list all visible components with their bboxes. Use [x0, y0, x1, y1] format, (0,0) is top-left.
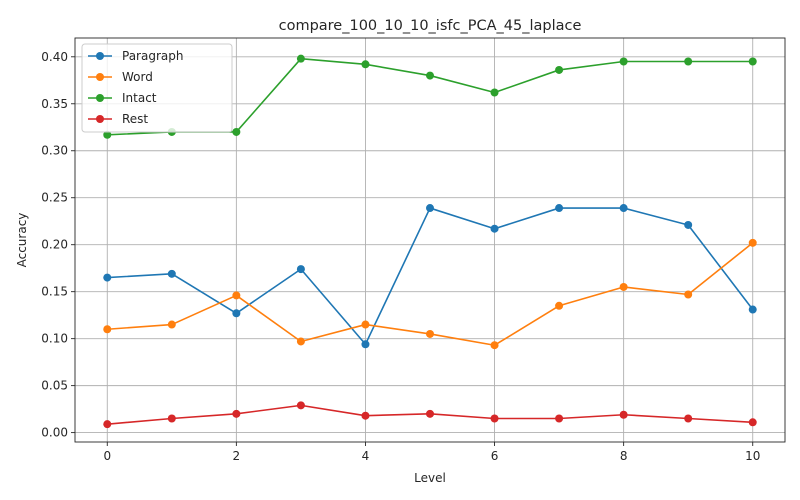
data-point-paragraph: [167, 269, 176, 278]
y-tick-label: 0.00: [41, 426, 68, 440]
chart-title: compare_100_10_10_isfc_PCA_45_laplace: [279, 18, 582, 34]
legend-marker-word: [96, 73, 104, 81]
data-point-intact: [555, 65, 564, 74]
data-point-intact: [296, 54, 305, 63]
legend-label-intact: Intact: [122, 91, 157, 105]
data-point-intact: [748, 57, 757, 66]
y-tick-label: 0.25: [41, 191, 68, 205]
data-point-intact: [490, 88, 499, 97]
axis-ticks: 0 2 4 6 8 10 0.00 0.05 0.10 0.15 0.20 0.25 0.30 0.35 0…: [41, 50, 760, 463]
data-point-paragraph: [684, 220, 693, 229]
x-axis-label: Level: [414, 471, 446, 485]
data-point-word: [684, 290, 693, 299]
data-point-paragraph: [619, 204, 628, 213]
legend-label-rest: Rest: [122, 112, 148, 126]
data-point-rest: [619, 410, 628, 419]
legend-label-paragraph: Paragraph: [122, 49, 183, 63]
data-point-word: [748, 238, 757, 247]
data-point-rest: [361, 411, 370, 420]
legend-label-word: Word: [122, 70, 153, 84]
x-tick-label: 8: [620, 449, 628, 463]
legend-marker-paragraph: [96, 52, 104, 60]
x-tick-label: 6: [491, 449, 499, 463]
data-point-word: [167, 320, 176, 329]
series-paragraph: [103, 204, 757, 349]
y-tick-label: 0.30: [41, 144, 68, 158]
data-point-rest: [426, 409, 434, 418]
data-point-intact: [684, 57, 693, 66]
series-word: [103, 238, 757, 350]
data-point-rest: [748, 418, 757, 427]
data-point-paragraph: [232, 309, 241, 318]
y-axis-label: Accuracy: [15, 213, 29, 268]
data-point-rest: [296, 401, 305, 410]
data-point-rest: [490, 414, 499, 423]
y-tick-label: 0.35: [41, 97, 68, 111]
series-rest: [103, 401, 757, 429]
legend: Paragraph Word Intact Rest: [81, 43, 233, 133]
x-tick-label: 10: [745, 449, 760, 463]
data-point-paragraph: [103, 273, 112, 282]
y-tick-label: 0.15: [41, 285, 68, 299]
data-point-word: [103, 325, 112, 334]
data-point-rest: [103, 420, 112, 429]
x-tick-label: 2: [233, 449, 241, 463]
data-point-paragraph: [361, 340, 370, 349]
data-point-intact: [232, 127, 241, 136]
data-point-paragraph: [555, 204, 564, 213]
y-tick-label: 0.05: [41, 379, 68, 393]
data-point-word: [296, 337, 305, 346]
y-tick-label: 0.10: [41, 332, 68, 346]
data-point-word: [619, 282, 628, 291]
data-point-word: [555, 301, 564, 310]
data-point-word: [490, 341, 499, 350]
data-point-word: [232, 291, 241, 300]
data-point-paragraph: [490, 224, 499, 233]
data-point-intact: [619, 57, 628, 66]
legend-marker-rest: [96, 115, 104, 123]
data-point-rest: [684, 414, 693, 423]
data-point-paragraph: [748, 305, 757, 314]
data-point-rest: [167, 414, 176, 423]
x-tick-label: 4: [362, 449, 370, 463]
data-point-intact: [361, 60, 370, 69]
data-point-word: [426, 329, 434, 338]
y-tick-label: 0.40: [41, 50, 68, 64]
data-point-paragraph: [426, 204, 434, 213]
data-point-rest: [555, 414, 564, 423]
data-point-paragraph: [296, 265, 305, 274]
data-point-word: [361, 320, 370, 329]
data-point-intact: [103, 130, 112, 139]
y-tick-label: 0.20: [41, 238, 68, 252]
legend-marker-intact: [96, 94, 104, 102]
plot-frame: [74, 37, 786, 443]
data-point-intact: [426, 71, 434, 80]
legend-box: [81, 43, 233, 133]
x-tick-label: 0: [103, 449, 111, 463]
data-point-rest: [232, 409, 241, 418]
